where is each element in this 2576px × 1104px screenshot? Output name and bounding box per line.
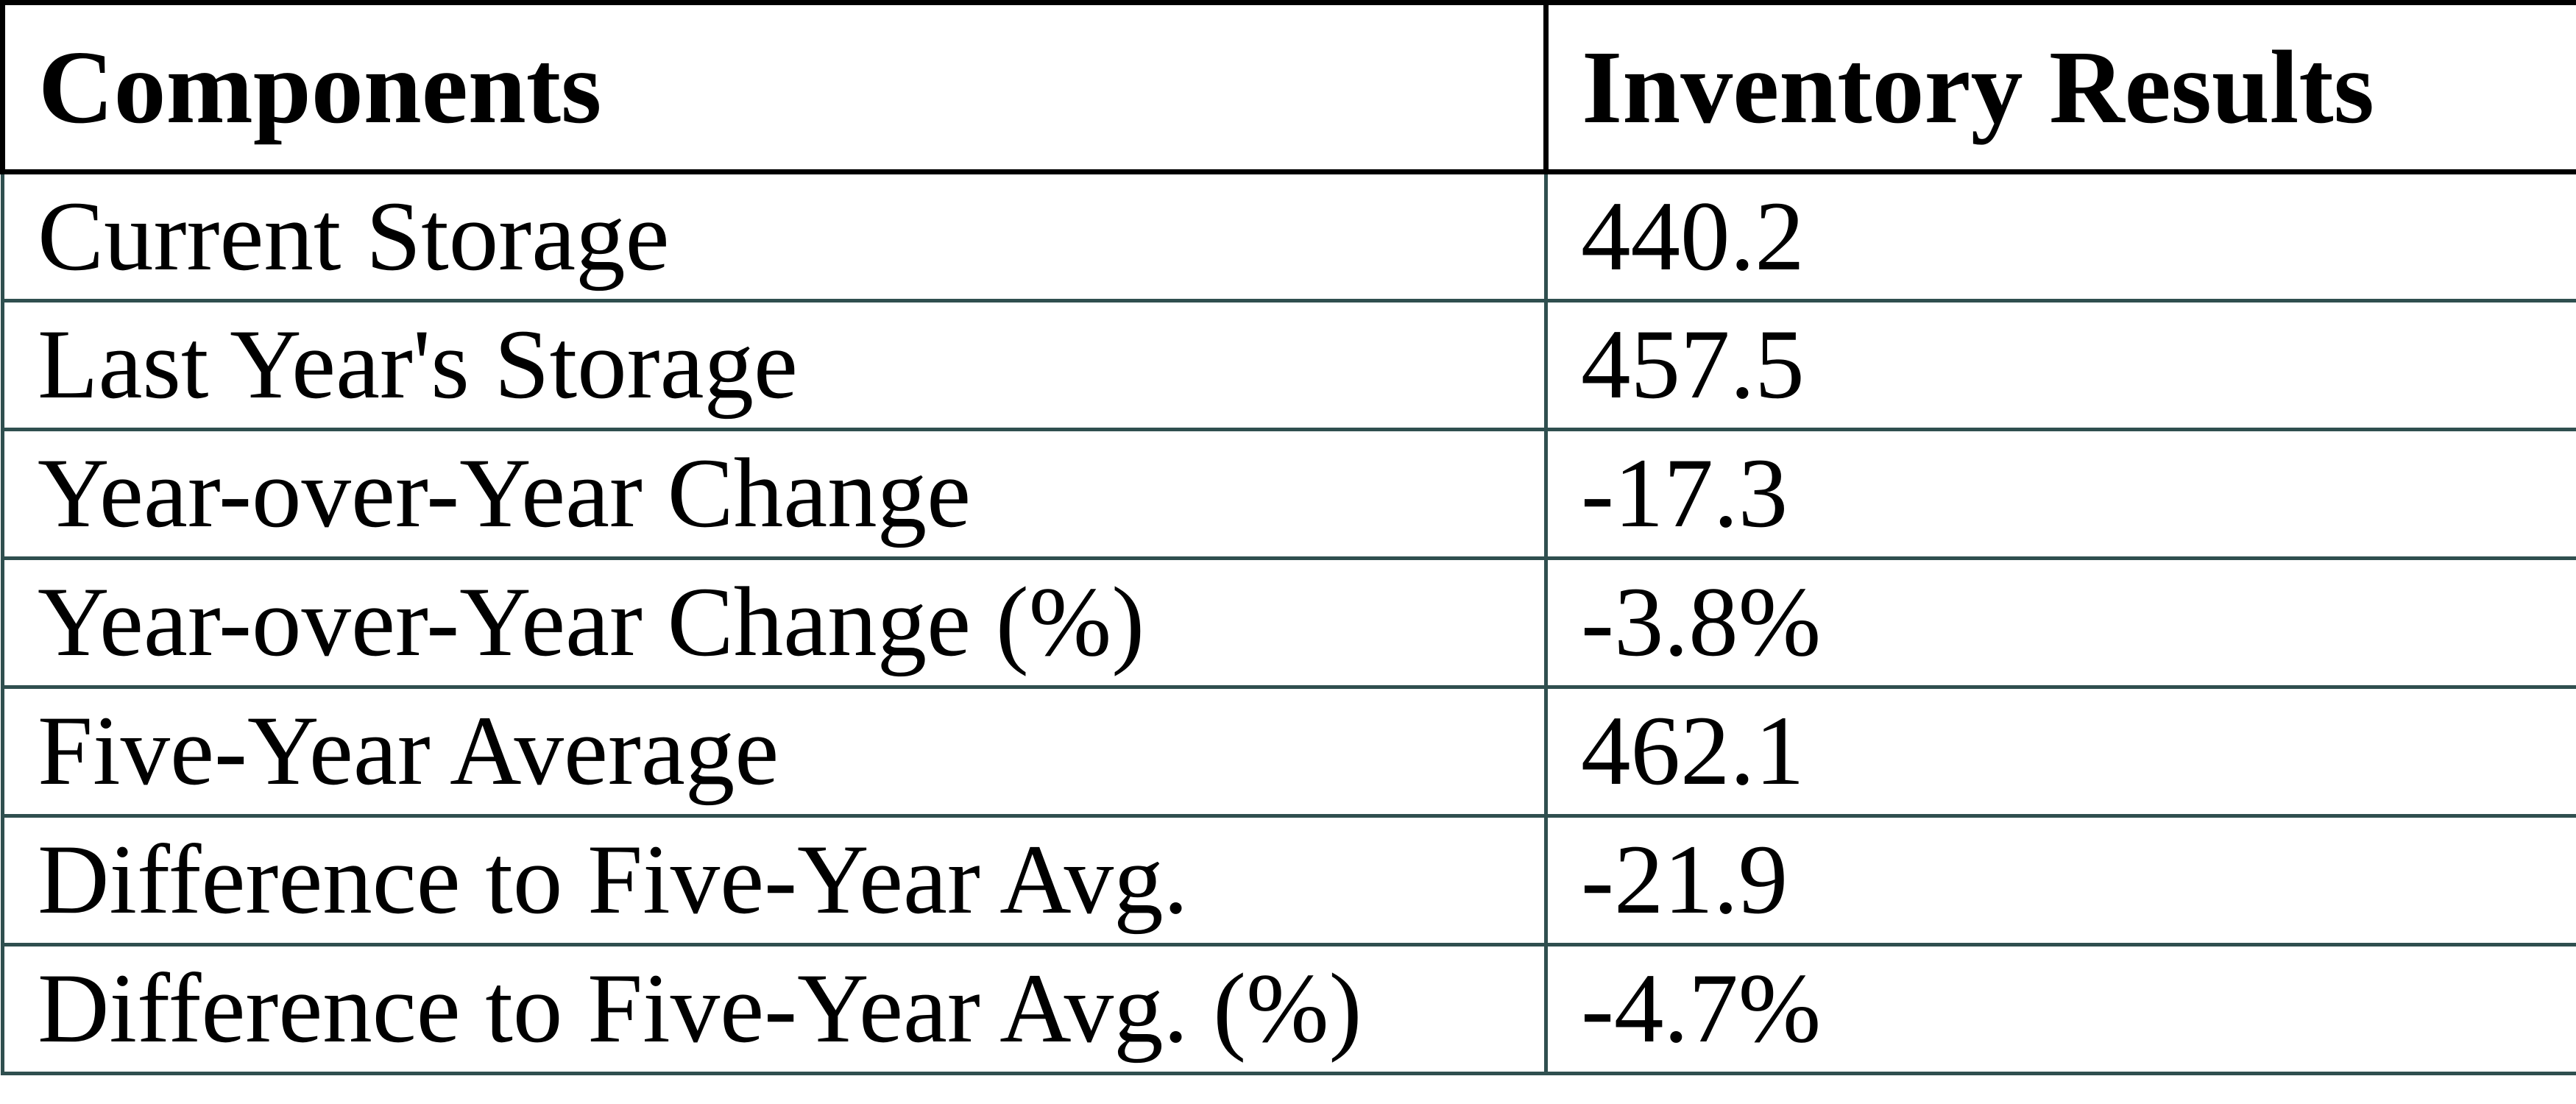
row-value: -17.3	[1544, 428, 2576, 560]
table-row: Difference to Five-Year Avg. (%) -4.7%	[1, 943, 2576, 1075]
row-label: Difference to Five-Year Avg.	[1, 814, 1548, 946]
row-value: 440.2	[1544, 170, 2576, 302]
column-header-components: Components	[0, 0, 1549, 174]
row-label: Year-over-Year Change	[1, 428, 1548, 560]
table-row: Current Storage 440.2	[1, 170, 2576, 302]
table-row: Last Year's Storage 457.5	[1, 299, 2576, 431]
column-header-inventory-results: Inventory Results	[1543, 0, 2576, 174]
table-row: Year-over-Year Change (%) -3.8%	[1, 556, 2576, 689]
row-label: Five-Year Average	[1, 685, 1548, 818]
row-label: Current Storage	[1, 170, 1548, 302]
row-value: -4.7%	[1544, 943, 2576, 1075]
row-value: -3.8%	[1544, 556, 2576, 689]
row-label: Last Year's Storage	[1, 299, 1548, 431]
row-label: Difference to Five-Year Avg. (%)	[1, 943, 1548, 1075]
row-value: -21.9	[1544, 814, 2576, 946]
table-header-row: Components Inventory Results	[0, 0, 2576, 174]
inventory-table: Components Inventory Results Current Sto…	[0, 0, 2576, 1075]
row-value: 462.1	[1544, 685, 2576, 818]
table-row: Five-Year Average 462.1	[1, 685, 2576, 818]
table-row: Year-over-Year Change -17.3	[1, 428, 2576, 560]
row-label: Year-over-Year Change (%)	[1, 556, 1548, 689]
table-row: Difference to Five-Year Avg. -21.9	[1, 814, 2576, 946]
row-value: 457.5	[1544, 299, 2576, 431]
